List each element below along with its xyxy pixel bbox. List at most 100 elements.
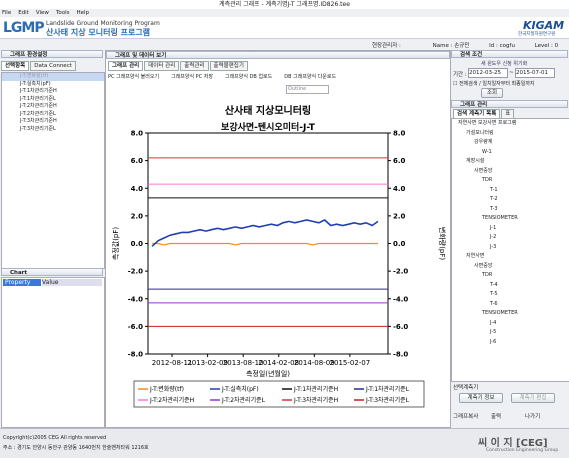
tree-node[interactable]: TENSIOMETER <box>482 310 518 316</box>
tree-node[interactable]: TENSIOMETER <box>482 215 518 221</box>
label: 새 윈도우 신청 위기화 <box>481 61 528 67</box>
tree-node[interactable]: T-4 <box>490 281 498 288</box>
tree-node[interactable]: T-2 <box>490 196 498 202</box>
tree-node[interactable]: J-4 <box>490 319 497 326</box>
list-item[interactable]: J-T:3차관리기준L <box>20 125 56 132</box>
menu-item[interactable]: Edit <box>18 10 29 16</box>
y-tick-label: 2.0 <box>131 212 144 220</box>
brand: KIGAM <box>523 19 565 32</box>
button[interactable]: 계측기 편집 <box>511 393 555 403</box>
legend-label: J-T:변화량(tf) <box>149 385 184 393</box>
menu-item[interactable]: Help <box>76 10 90 16</box>
tree-node[interactable]: 사면중앙 <box>474 167 493 174</box>
list-item[interactable]: J-T:3차관리기준H <box>20 118 57 124</box>
label: 현장관리자 : <box>372 43 401 49</box>
menu-item[interactable]: File <box>2 10 12 16</box>
value: 0 <box>554 43 559 49</box>
tree-node[interactable]: T-5 <box>490 291 498 297</box>
tree-node[interactable]: W-1 <box>482 148 492 155</box>
y-tick-label: 8.0 <box>131 130 144 138</box>
tool-button[interactable]: 그래프양식 PC 저장 <box>171 74 213 80</box>
list-item[interactable]: J-T:변화량(tf) <box>2 73 104 81</box>
series-line <box>152 242 378 246</box>
list-item[interactable]: J-T:1차관리기준L <box>20 95 56 102</box>
tree-node[interactable]: 사면중앙 <box>474 262 493 269</box>
y-tick-label: 0.0 <box>131 240 144 248</box>
company: 씨 이 지 [CEG] <box>478 438 548 449</box>
legend-label: J-T:3차관리기준L <box>365 396 410 404</box>
list-item[interactable]: J-T:실측치(pF) <box>20 80 51 87</box>
panel-title: 그래프 환경설정 <box>1 50 103 58</box>
tab[interactable]: 출력관리 <box>180 61 209 71</box>
series-line <box>151 219 379 247</box>
button[interactable]: 그래프복사 <box>453 414 479 420</box>
tab[interactable]: Data Connect <box>30 61 76 71</box>
x-tick-label: 2013-02-09 <box>187 359 228 367</box>
tree-node[interactable]: J-2 <box>490 234 497 240</box>
tree-node[interactable]: J-1 <box>490 224 497 231</box>
subtitle-ko: 산사태 지상 모니터링 프로그램 <box>46 28 151 37</box>
date-to[interactable]: 2015-07-01 <box>515 68 555 78</box>
column: Value <box>42 279 102 286</box>
right-panel: 검색 조건 새 윈도우 신청 위기화 기간 : 2012-03-25 ~ 201… <box>451 50 569 426</box>
tree-node[interactable]: 가설모니터링 <box>466 129 494 136</box>
date-from[interactable]: 2012-03-25 <box>468 68 508 78</box>
tab[interactable]: 선택항목 <box>1 61 30 71</box>
y-axis-label: 측정값(pF) <box>111 227 120 261</box>
y2-tick-label: -6.0 <box>393 323 408 331</box>
title-bar: 계측관리 그래프 - 계측기명J-T 그래프명.ID826.tee <box>0 0 569 9</box>
y2-tick-label: -4.0 <box>393 295 408 303</box>
tree-node[interactable]: 자연사면 보강사면 프로그램 <box>458 120 517 126</box>
tree-node[interactable]: J-6 <box>490 338 497 345</box>
tabs: 선택항목 Data Connect <box>1 61 103 71</box>
button[interactable]: 출력 <box>491 414 502 420</box>
list-item[interactable]: J-T:2차관리기준L <box>20 110 56 117</box>
tree-node[interactable]: J-3 <box>490 243 497 250</box>
y2-tick-label: 0.0 <box>393 240 406 248</box>
sep: ~ <box>509 70 514 76</box>
menu-bar: File Edit View Tools Help <box>2 9 96 17</box>
checkbox[interactable]: ☐ 전체검색 / 일치일자부터 최종일까지 <box>453 81 535 87</box>
tree-node[interactable]: 계장시설 <box>466 158 485 164</box>
tab[interactable]: 그래프 관리 <box>108 61 144 71</box>
tool-button[interactable]: 그래프양식 DB 업로드 <box>224 74 273 80</box>
button[interactable]: 계측기 정보 <box>459 393 503 403</box>
tabs: 그래프 관리 데이터 관리 출력관리 출력물편집기 <box>108 61 450 71</box>
legend-label: J-T:2차관리기준L <box>221 396 266 404</box>
tab[interactable]: 출력물편집기 <box>209 61 248 71</box>
tab[interactable]: 데이터 관리 <box>144 61 180 71</box>
button[interactable]: 나가기 <box>525 414 541 420</box>
legend-label: J-T:1차관리기준H <box>293 385 338 393</box>
tree-node[interactable]: T-1 <box>490 186 498 193</box>
menu-item[interactable]: View <box>35 10 49 16</box>
tree-node[interactable]: TDR <box>482 177 493 183</box>
tree-node[interactable]: TDR <box>482 272 493 278</box>
panel-title: 검색 조건 <box>451 50 568 58</box>
list-item[interactable]: J-T:1차관리기준H <box>20 88 57 94</box>
tree-node[interactable]: J-5 <box>490 329 497 335</box>
panel-title: 그래프 및 데이터 보기 <box>106 51 450 59</box>
label: Id : <box>489 43 498 49</box>
tree-node[interactable]: 강우량계 <box>474 139 493 145</box>
y2-tick-label: -8.0 <box>393 351 408 359</box>
tree-node[interactable]: 자연사면 <box>466 253 485 259</box>
left-panel: 그래프 환경설정 선택항목 Data Connect J-T:변화량(tf) J-T… <box>1 50 105 428</box>
list-item[interactable]: J-T:2차관리기준H <box>20 103 57 109</box>
menu-item[interactable]: Tools <box>55 10 70 16</box>
legend-label: J-T:2차관리기준H <box>149 396 194 404</box>
user-info: 현장관리자 : Name : 손규민 Id : cogfu Level : 0 <box>372 41 558 49</box>
tree-node[interactable]: T-3 <box>490 205 498 212</box>
status-bar: Copyright(c)2005 CEG All rights reserved… <box>0 428 569 458</box>
label: Level : <box>534 43 553 49</box>
tree-node[interactable]: T-6 <box>490 300 498 307</box>
font-box: Outline <box>286 85 329 94</box>
search-button[interactable]: 조회 <box>481 88 503 98</box>
y-tick-label: -2.0 <box>128 268 143 276</box>
value: 손규민 <box>454 43 470 49</box>
tool-button[interactable]: DB 그래프양식 다운로드 <box>284 74 337 80</box>
chart-subtitle: 보강사면-텐시오미터-J-T <box>221 121 316 133</box>
tool-button[interactable]: PC 그래프양식 불러오기 <box>108 74 160 80</box>
